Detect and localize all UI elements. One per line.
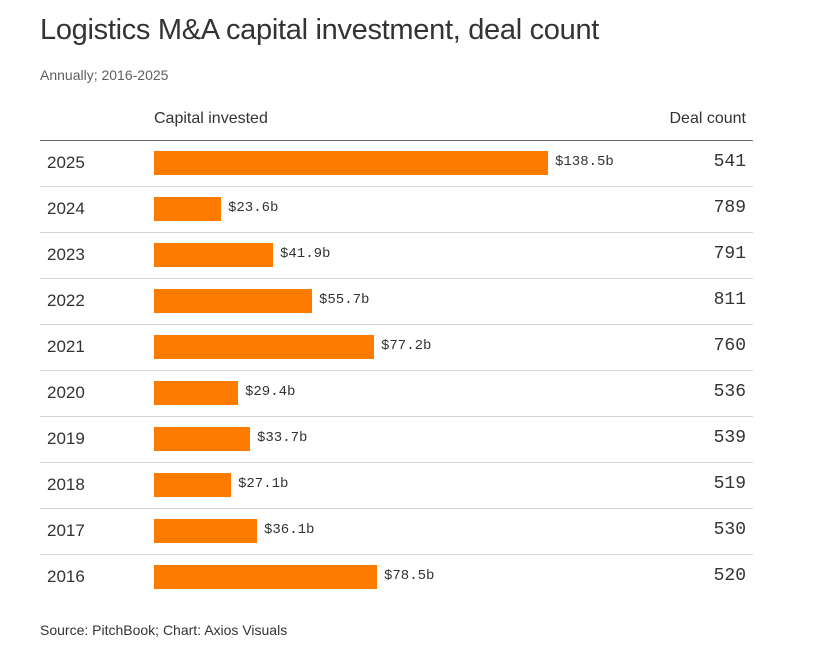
year-label: 2019: [47, 429, 85, 448]
table-row: 2016 $78.5b 520: [0, 555, 818, 601]
column-header-capital: Capital invested: [154, 110, 268, 127]
capital-value-label: $77.2b: [381, 338, 432, 354]
capital-value-label: $29.4b: [245, 384, 296, 400]
year-label: 2018: [47, 475, 85, 494]
capital-bar: [154, 519, 257, 543]
deal-count-value: 760: [713, 336, 746, 356]
deal-count-value: 530: [713, 520, 746, 540]
row-divider: [40, 416, 753, 417]
year-label: 2017: [47, 521, 85, 540]
capital-bar: [154, 289, 312, 313]
year-label: 2022: [47, 291, 85, 310]
capital-value-label: $55.7b: [319, 292, 370, 308]
capital-value-label: $33.7b: [257, 430, 308, 446]
capital-value-label: $23.6b: [228, 200, 279, 216]
year-label: 2020: [47, 383, 85, 402]
capital-bar: [154, 381, 238, 405]
capital-bar: [154, 335, 374, 359]
table-row: 2018 $27.1b 519: [0, 463, 818, 509]
capital-value-label: $41.9b: [280, 246, 331, 262]
chart-title: Logistics M&A capital investment, deal c…: [40, 14, 600, 46]
row-divider: [40, 324, 753, 325]
table-row: 2019 $33.7b 539: [0, 417, 818, 463]
deal-count-value: 536: [713, 382, 746, 402]
deal-count-value: 541: [713, 152, 746, 172]
table-row: 2020 $29.4b 536: [0, 371, 818, 417]
capital-value-label: $78.5b: [384, 568, 435, 584]
year-label: 2016: [47, 567, 85, 586]
table-row: 2023 $41.9b 791: [0, 233, 818, 279]
row-divider: [40, 278, 753, 279]
row-divider: [40, 462, 753, 463]
year-label: 2023: [47, 245, 85, 264]
header-divider: [40, 140, 753, 141]
row-divider: [40, 186, 753, 187]
capital-bar: [154, 473, 231, 497]
column-header-deal-count: Deal count: [669, 110, 747, 127]
capital-value-label: $36.1b: [264, 522, 315, 538]
year-label: 2025: [47, 153, 85, 172]
table-row: 2017 $36.1b 530: [0, 509, 818, 555]
row-divider: [40, 508, 753, 509]
year-label: 2024: [47, 199, 85, 218]
row-divider: [40, 232, 753, 233]
source-note: Source: PitchBook; Chart: Axios Visuals: [40, 622, 288, 638]
capital-bar: [154, 427, 250, 451]
chart-subtitle: Annually; 2016-2025: [40, 67, 169, 83]
table-row: 2025 $138.5b 541: [0, 141, 818, 187]
deal-count-value: 539: [713, 428, 746, 448]
year-label: 2021: [47, 337, 85, 356]
capital-bar: [154, 565, 377, 589]
deal-count-value: 519: [713, 474, 746, 494]
deal-count-value: 811: [713, 290, 746, 310]
capital-value-label: $27.1b: [238, 476, 289, 492]
row-divider: [40, 554, 753, 555]
row-divider: [40, 370, 753, 371]
table-row: 2021 $77.2b 760: [0, 325, 818, 371]
capital-bar: [154, 151, 548, 175]
deal-count-value: 791: [713, 244, 746, 264]
deal-count-value: 520: [713, 566, 746, 586]
table-row: 2024 $23.6b 789: [0, 187, 818, 233]
capital-bar: [154, 243, 273, 267]
table-row: 2022 $55.7b 811: [0, 279, 818, 325]
capital-bar: [154, 197, 221, 221]
deal-count-value: 789: [713, 198, 746, 218]
capital-value-label: $138.5b: [555, 154, 614, 170]
